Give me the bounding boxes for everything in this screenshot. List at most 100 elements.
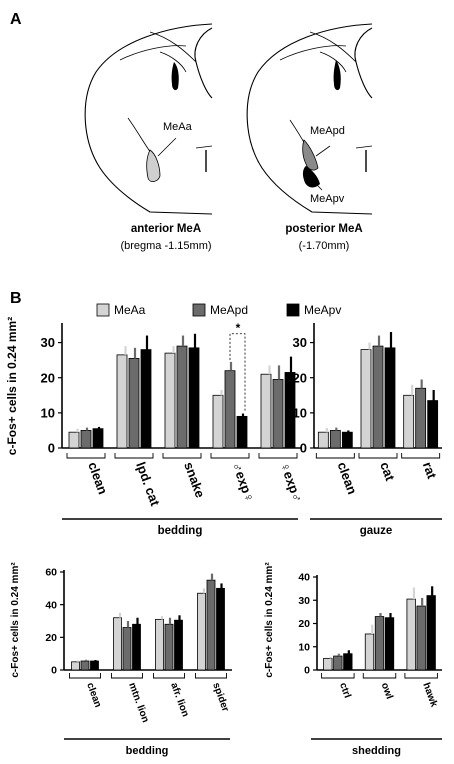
bar [403,394,415,449]
bar [155,618,164,671]
y-tick-label: 20 [293,370,307,385]
y-tick-label: 10 [298,641,310,653]
bar [122,627,132,671]
bar [341,431,353,449]
category-label: cat [377,460,398,483]
bar [406,598,416,671]
bar [372,345,384,449]
group-label: bedding [158,525,203,537]
category-label: clean [335,460,360,496]
anterior-title: anterior MeA [131,223,201,235]
meapv-region-label: MeApv [310,193,345,205]
category-bracket [315,453,355,459]
bar [116,354,128,449]
legend-swatch-meapd [192,303,206,317]
legend-swatch-meaa [96,303,110,317]
y-tick-label: 60 [45,567,57,579]
bar [174,619,183,671]
chart-bedding-bottom: 0 20 40 60 c-Fos+ cells in 0.24 mm² clean mtn.… [10,562,232,757]
category-bracket [111,673,143,679]
bar [206,579,216,671]
bar [374,616,385,671]
bar [164,352,176,449]
y-axis-label: c-Fos+ cells in 0.24 mm² [10,562,21,678]
legend-label-meaa: MeAa [114,303,146,317]
y-tick-label: 0 [51,665,57,677]
category-label: afr. lion [168,681,190,718]
category-label: lpd. cat [133,460,163,509]
bar [132,623,141,671]
bar [384,347,396,449]
bar [364,633,375,671]
bar [128,357,140,449]
bar [92,428,104,449]
category-bracket [210,453,250,459]
category-label: clean [84,681,103,709]
y-tick-label: 0 [48,441,55,456]
y-tick-label: 30 [293,335,307,350]
y-tick-label: 40 [298,572,310,584]
y-axis-label: c-Fos+ cells in 0.24 mm² [5,317,19,455]
category-bracket [404,673,438,679]
bar [113,617,122,671]
category-label: mtn. lion [126,681,151,724]
bar [71,661,80,671]
y-tick-label: 20 [298,618,310,630]
category-bracket [153,673,185,679]
meapv-pointer [315,183,323,191]
group-label: gauze [360,525,393,537]
anterior-subtitle: (bregma -1.15mm) [120,240,211,252]
category-bracket [69,673,101,679]
category-label: snake [181,460,208,500]
chart-shedding: 0 10 20 30 40 c-Fos+ cells in 0.24 mm² ctrl owl… [264,562,442,757]
category-label: clean [85,460,110,496]
group-label: shedding [352,745,401,757]
bar [80,660,90,671]
ventricle-right [333,60,341,91]
panel-a-label: A [10,11,22,28]
y-tick-label: 30 [41,335,55,350]
y-tick-label: 10 [293,405,307,420]
bar [333,655,343,671]
category-bracket [258,453,298,459]
chart-gauze: 0 10 20 30 clean cat rat gauze [293,323,442,537]
bar [360,349,372,449]
y-tick-label: 0 [300,441,307,456]
bar [323,657,333,671]
category-bracket [162,453,202,459]
y-tick-label: 20 [45,632,57,644]
category-bracket [66,453,106,459]
meapd-region-label: MeApd [310,125,345,137]
bar [176,345,188,449]
category-label: spider [210,681,231,713]
category-label: ♀exp♂ [277,460,305,505]
meaa-region-shape [146,149,161,182]
bar [216,587,225,671]
bar [317,431,329,449]
category-label: ♂exp♀ [229,460,257,505]
y-tick-label: 40 [45,599,57,611]
legend-label-meapv: MeApv [304,303,341,317]
bar [80,430,92,449]
meaa-region-label: MeAa [163,121,193,133]
meapd-region-shape [302,139,319,171]
category-label: hawk [420,681,439,709]
bar [90,660,99,671]
y-axis-label: c-Fos+ cells in 0.24 mm² [264,562,275,678]
bar [415,387,427,449]
significance-star: * [236,321,241,335]
brain-section-anterior [84,23,213,215]
legend-label-meapd: MeApd [210,303,248,317]
bar [140,349,152,449]
bar [212,394,224,449]
chart-bedding-top: 0 10 20 30 c-Fos+ cells in 0.24 mm² clean lpd.… [5,317,306,537]
posterior-subtitle: (-1.70mm) [299,240,350,252]
legend: MeAa MeApd MeApv [96,303,341,317]
bar [68,431,80,449]
bar [197,592,206,671]
bar [224,370,236,449]
category-bracket [401,453,441,459]
meapv-region-shape [302,166,320,188]
meapd-pointer [315,145,331,157]
